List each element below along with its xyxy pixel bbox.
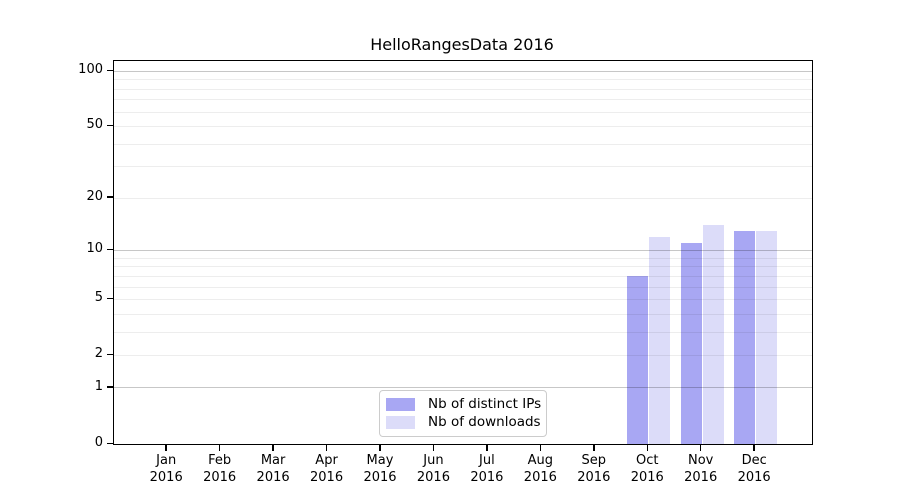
gridline-minor [114, 166, 812, 168]
x-axis-tick-label: Apr 2016 [310, 453, 344, 485]
x-axis-tick-mark [593, 444, 595, 451]
y-axis-tick-label: 1 [94, 378, 103, 394]
x-axis-tick-mark [753, 444, 755, 451]
gridline-minor [114, 143, 812, 145]
x-axis-tick-mark [432, 444, 435, 451]
legend-swatch [386, 398, 415, 411]
x-axis-tick-mark [486, 444, 488, 451]
y-axis-tick-label: 10 [86, 241, 103, 257]
x-axis-tick-label: Mar 2016 [256, 453, 290, 485]
x-axis-tick-label: Jun 2016 [416, 453, 450, 485]
y-axis-tick-mark [107, 353, 113, 356]
legend-label: Nb of distinct IPs [428, 396, 542, 412]
chart-title: HelloRangesData 2016 [370, 35, 554, 54]
bar-distinct-ips [680, 243, 702, 444]
y-axis-tick-mark [107, 124, 113, 127]
x-axis-tick-label: Feb 2016 [203, 453, 237, 485]
x-axis-tick-mark [218, 444, 221, 451]
y-axis-tick-mark [107, 248, 113, 251]
x-axis-tick-mark [272, 444, 274, 451]
y-axis-tick-mark [107, 442, 113, 444]
gridline-minor [114, 79, 812, 81]
gridline-minor [114, 257, 812, 259]
x-axis-tick-mark [325, 444, 328, 451]
x-axis-tick-label: Jan 2016 [149, 453, 183, 485]
gridline-minor [114, 313, 812, 315]
gridline-minor [114, 111, 812, 113]
y-axis-tick-label: 2 [94, 346, 103, 362]
legend-item: Nb of downloads [386, 414, 541, 430]
y-axis-tick-mark [107, 386, 113, 388]
x-axis-tick-label: Nov 2016 [684, 453, 718, 485]
gridline-minor [114, 286, 812, 288]
legend-label: Nb of downloads [428, 414, 541, 430]
x-axis-tick-label: Oct 2016 [630, 453, 664, 485]
plot-area: Nb of distinct IPs Nb of downloads [113, 60, 813, 445]
gridline-minor [114, 355, 812, 357]
y-axis-tick-label: 100 [78, 62, 103, 77]
y-axis-tick-label: 20 [86, 188, 103, 204]
x-axis-tick-label: May 2016 [363, 453, 397, 485]
legend-swatch [386, 416, 415, 429]
x-axis-tick-label: Sep 2016 [577, 453, 611, 485]
bar-downloads [649, 236, 671, 444]
gridline-minor [114, 99, 812, 101]
y-axis-tick-mark [107, 297, 113, 300]
x-axis-tick-label: Aug 2016 [523, 453, 557, 485]
gridline-minor [114, 197, 812, 199]
gridline-major [114, 70, 812, 72]
gridline-minor [114, 331, 812, 333]
x-axis-tick-label: Jul 2016 [470, 453, 504, 485]
x-axis-tick-mark [699, 444, 702, 451]
gridline-minor [114, 266, 812, 268]
gridline-minor [114, 88, 812, 90]
gridline-major [114, 249, 812, 251]
legend-item: Nb of distinct IPs [386, 396, 542, 412]
y-axis-tick-label: 0 [94, 435, 103, 450]
y-axis-tick-label: 5 [94, 290, 103, 306]
gridline-minor [114, 299, 812, 301]
x-axis-tick-label: Dec 2016 [737, 453, 771, 485]
bar-distinct-ips [627, 275, 649, 444]
x-axis-tick-mark [646, 444, 648, 451]
y-axis-tick-mark [107, 69, 113, 71]
y-axis-tick-label: 50 [86, 117, 103, 133]
bar-downloads [756, 230, 778, 444]
x-axis-tick-mark [539, 444, 542, 451]
gridline-major [114, 387, 812, 389]
bar-distinct-ips [734, 230, 756, 444]
legend: Nb of distinct IPs Nb of downloads [379, 390, 547, 437]
gridline-minor [114, 126, 812, 128]
gridline-minor [114, 275, 812, 277]
bar-downloads [702, 225, 724, 444]
x-axis-tick-mark [379, 444, 381, 451]
y-axis-tick-mark [107, 196, 113, 198]
x-axis-tick-mark [165, 444, 167, 451]
